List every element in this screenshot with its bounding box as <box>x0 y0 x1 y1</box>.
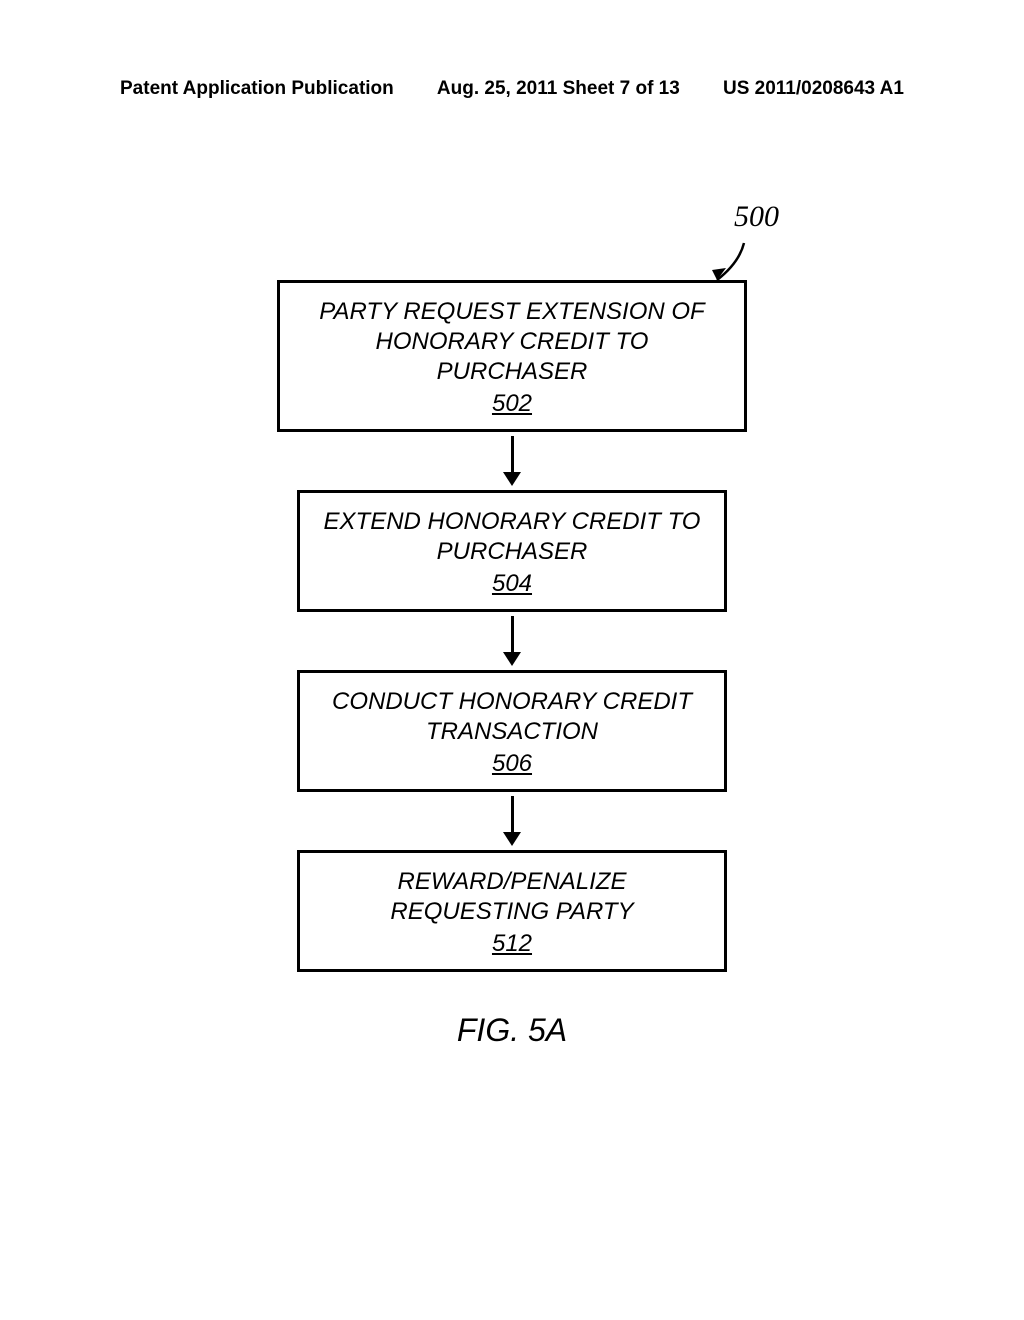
box-text-line: PARTY REQUEST EXTENSION OF <box>300 297 724 327</box>
flowchart-box: REWARD/PENALIZEREQUESTING PARTY512 <box>297 850 727 972</box>
arrow-down-icon <box>503 796 521 846</box>
box-text-line: REWARD/PENALIZE <box>320 867 704 897</box>
box-ref-number: 504 <box>320 569 704 599</box>
box-text-line: HONORARY CREDIT TO PURCHASER <box>300 327 724 387</box>
header-pub-number: US 2011/0208643 A1 <box>723 78 904 100</box>
arrow-down-icon <box>503 616 521 666</box>
box-ref-number: 502 <box>300 389 724 419</box>
box-text-line: EXTEND HONORARY CREDIT TO <box>320 507 704 537</box>
flowchart-box: EXTEND HONORARY CREDIT TOPURCHASER504 <box>297 490 727 612</box>
flowchart-box: CONDUCT HONORARY CREDITTRANSACTION506 <box>297 670 727 792</box>
header-publication: Patent Application Publication <box>120 78 394 100</box>
arrow-down-icon <box>503 436 521 486</box>
box-ref-number: 506 <box>320 749 704 779</box>
box-text-line: TRANSACTION <box>320 717 704 747</box>
box-text-line: PURCHASER <box>320 537 704 567</box>
header-date-sheet: Aug. 25, 2011 Sheet 7 of 13 <box>437 78 680 100</box>
flowchart: PARTY REQUEST EXTENSION OFHONORARY CREDI… <box>0 220 1024 1049</box>
box-text-line: REQUESTING PARTY <box>320 897 704 927</box>
box-text-line: CONDUCT HONORARY CREDIT <box>320 687 704 717</box>
page-header: Patent Application Publication Aug. 25, … <box>0 78 1024 100</box>
box-ref-number: 512 <box>320 929 704 959</box>
flowchart-box: PARTY REQUEST EXTENSION OFHONORARY CREDI… <box>277 280 747 432</box>
figure-label: FIG. 5A <box>457 1012 567 1049</box>
